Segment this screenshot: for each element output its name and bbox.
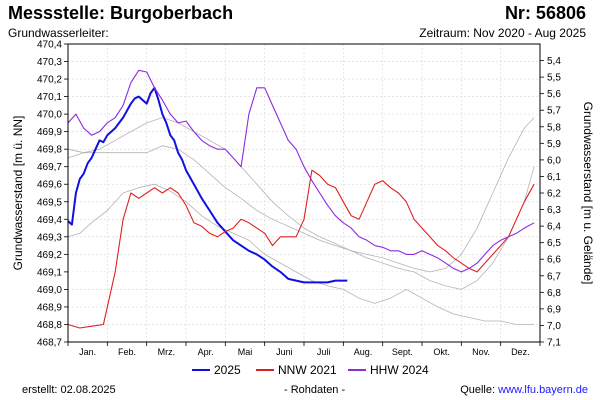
y-tick-label: 469,0 xyxy=(37,285,62,296)
raw-data-note: - Rohdaten - xyxy=(284,384,346,396)
y-tick-label: 470,2 xyxy=(37,75,62,86)
y-tick-label: 469,3 xyxy=(37,232,62,243)
legend-label: HHW 2024 xyxy=(370,363,429,377)
y-right-tick-label: 7,1 xyxy=(547,338,561,349)
series-line-other-year xyxy=(67,183,535,325)
y-right-tick-label: 5,9 xyxy=(547,139,561,150)
aquifer-label: Grundwasserleiter: xyxy=(8,26,109,40)
month-label: Juli xyxy=(317,347,331,357)
y-tick-label: 470,3 xyxy=(37,57,62,68)
y-tick-label: 469,6 xyxy=(37,180,62,191)
y-tick-label: 469,1 xyxy=(37,267,62,278)
plot-frame xyxy=(67,43,541,343)
source-link[interactable]: www.lfu.bayern.de xyxy=(498,384,588,396)
y-right-tick-label: 5,7 xyxy=(547,106,561,117)
station-number: Nr: 56806 xyxy=(504,3,586,23)
legend-label: NNW 2021 xyxy=(278,363,337,377)
created-info: erstellt: 02.08.2025 xyxy=(22,384,116,396)
month-label: Aug. xyxy=(354,347,373,357)
y-right-tick-label: 5,6 xyxy=(547,89,561,100)
y-tick-label: 469,5 xyxy=(37,197,62,208)
series-line-hhw-2024 xyxy=(67,69,535,273)
y-right-tick-label: 6,2 xyxy=(547,189,561,200)
month-label: Jan. xyxy=(79,347,96,357)
y-tick-label: 470,1 xyxy=(37,92,62,103)
y-tick-label: 468,8 xyxy=(37,320,62,331)
month-label: Dez. xyxy=(511,347,530,357)
y-tick-label: 470,4 xyxy=(37,40,62,51)
month-label: Sept. xyxy=(392,347,413,357)
series-line-other-year xyxy=(67,117,535,273)
month-label: Nov. xyxy=(472,347,490,357)
y-right-tick-label: 6,8 xyxy=(547,288,561,299)
created-label: erstellt: xyxy=(22,384,58,396)
y-right-tick-label: 6,1 xyxy=(547,172,561,183)
y-tick-label: 469,9 xyxy=(37,127,62,138)
y-right-tick-label: 6,9 xyxy=(547,304,561,315)
month-label: Juni xyxy=(276,347,293,357)
month-label: Okt. xyxy=(433,347,450,357)
y-right-tick-label: 7,0 xyxy=(547,321,561,332)
month-label: Mai xyxy=(238,347,253,357)
y-tick-label: 469,4 xyxy=(37,215,62,226)
y-tick-label: 468,9 xyxy=(37,302,62,313)
y-tick-label: 470,0 xyxy=(37,110,62,121)
created-date: 02.08.2025 xyxy=(60,384,116,396)
y-right-tick-label: 6,0 xyxy=(547,155,561,166)
y-right-axis-label: Grundwasserstand [m u. Gelände] xyxy=(581,102,595,285)
y-right-tick-label: 6,6 xyxy=(547,255,561,266)
month-label: Feb. xyxy=(118,347,136,357)
y-right-tick-label: 5,5 xyxy=(547,73,561,84)
y-right-tick-label: 5,4 xyxy=(547,56,561,67)
y-tick-label: 468,7 xyxy=(37,338,62,349)
series-line-other-year xyxy=(67,145,535,290)
y-tick-label: 469,7 xyxy=(37,162,62,173)
series-line-nnw-2021 xyxy=(67,169,535,329)
y-tick-label: 469,2 xyxy=(37,250,62,261)
y-right-tick-label: 6,4 xyxy=(547,222,561,233)
month-label: Apr. xyxy=(198,347,214,357)
y-tick-label: 469,8 xyxy=(37,145,62,156)
month-label: Mrz. xyxy=(158,347,176,357)
legend-label: 2025 xyxy=(214,363,241,377)
period-label: Zeitraum: Nov 2020 - Aug 2025 xyxy=(419,26,586,40)
source-label: Quelle: xyxy=(460,384,496,396)
y-right-tick-label: 5,8 xyxy=(547,122,561,133)
source-info: Quelle: www.lfu.bayern.de xyxy=(460,384,588,396)
station-title: Messstelle: Burgoberbach xyxy=(8,3,234,23)
y-axis-label: Grundwasserstand [m ü. NN] xyxy=(11,116,25,271)
y-right-tick-label: 6,5 xyxy=(547,238,561,249)
series-line-2025 xyxy=(67,86,348,284)
y-right-tick-label: 6,7 xyxy=(547,271,561,282)
y-right-tick-label: 6,3 xyxy=(547,205,561,216)
